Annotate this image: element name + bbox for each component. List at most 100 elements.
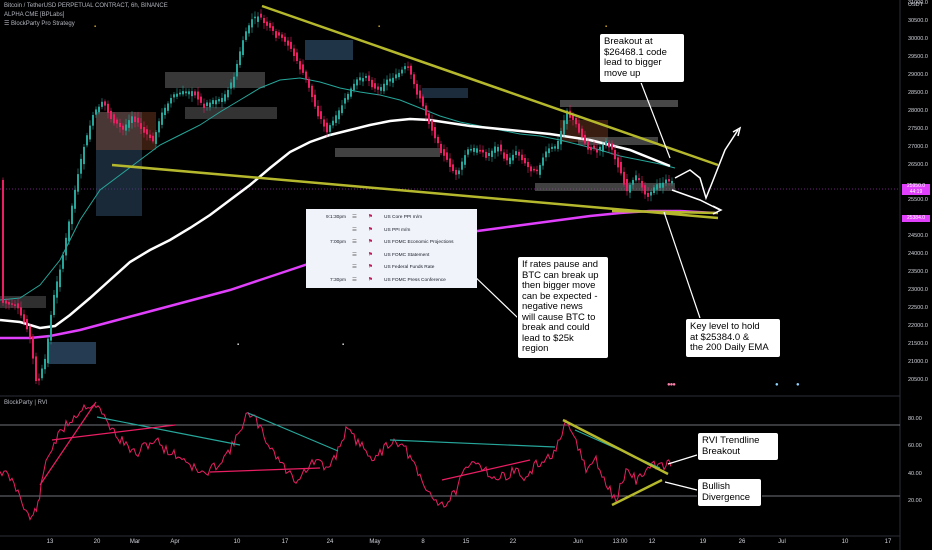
time-axis-label: Jul	[778, 539, 786, 545]
price-axis-label: 23500.0	[908, 269, 928, 275]
candle-body	[662, 182, 664, 188]
candle-body	[623, 171, 625, 185]
candle-body	[467, 149, 469, 155]
candle-body	[620, 161, 622, 174]
candle-body	[71, 205, 73, 225]
candle-body	[671, 180, 673, 184]
candle-body	[521, 154, 523, 161]
candle-body	[254, 16, 256, 19]
time-axis-label: Jun	[573, 539, 583, 545]
candle-body	[485, 151, 487, 158]
country-flag-icon: ⚑	[368, 264, 373, 270]
candle-body	[248, 25, 250, 34]
event-row[interactable]: 7:00pm ☰ ⚑ US FOMC Economic Projections	[306, 237, 477, 249]
price-axis-label: 27000.0	[908, 144, 928, 150]
candle-body	[464, 155, 466, 165]
candle-body	[224, 94, 226, 102]
candle-body	[239, 51, 241, 66]
economic-event-icon[interactable]: ●	[775, 382, 779, 388]
candle-body	[107, 103, 109, 113]
candle-body	[236, 63, 238, 77]
economic-event-icon[interactable]: ●	[796, 382, 800, 388]
event-row[interactable]: 9:1:30pm ☰ ⚑ US Core PPI m/m	[306, 212, 477, 224]
candle-body	[95, 109, 97, 115]
event-badge-icon[interactable]: ▪	[94, 24, 97, 30]
candle-body	[47, 338, 49, 364]
candle-body	[284, 36, 286, 42]
candle-body	[317, 105, 319, 117]
current-price-tag: 25950.0 44:19	[902, 183, 930, 195]
price-axis-label: 20500.0	[908, 377, 928, 383]
candle-body	[272, 26, 274, 31]
candle-body	[104, 101, 106, 106]
candle-body	[185, 91, 187, 94]
candle-body	[413, 74, 415, 85]
rates-pointer	[469, 271, 519, 319]
event-badge-icon[interactable]: ▪	[605, 24, 608, 30]
candle-body	[20, 307, 22, 316]
event-time: 7:00pm	[330, 240, 346, 245]
candle-body	[653, 187, 655, 194]
candle-body	[401, 69, 403, 74]
candle-body	[89, 125, 91, 140]
candle-body	[158, 121, 160, 133]
candle-body	[233, 76, 235, 88]
price-axis-label: 30500.0	[908, 18, 928, 24]
candle-body	[137, 117, 139, 123]
time-axis-label: 17	[884, 539, 892, 545]
candle-body	[266, 21, 268, 26]
bullish-divergence-callout: Bullish Divergence	[697, 478, 762, 507]
candle-body	[452, 164, 454, 172]
candle-body	[323, 119, 325, 127]
indicator-alpha-cme[interactable]: ALPHA CME [BPLabs]	[4, 12, 65, 18]
candle-body	[509, 157, 511, 165]
event-badge-icon[interactable]: ▪	[378, 24, 381, 30]
candle-body	[533, 168, 535, 171]
candle-body	[407, 66, 409, 68]
candle-body	[209, 102, 211, 108]
country-flag-icon: ⚑	[368, 276, 373, 283]
calendar-event-icon[interactable]: ▪	[237, 342, 240, 348]
candle-body	[650, 191, 652, 196]
candle-body	[536, 169, 538, 172]
time-axis-label: 10	[233, 539, 241, 545]
event-row[interactable]: ☰ ⚑ US FOMC Statement	[306, 250, 477, 262]
candle-body	[659, 183, 661, 188]
event-row[interactable]: 7:30pm ☰ ⚑ US FOMC Press Conference	[306, 275, 477, 287]
candle-body	[362, 78, 364, 82]
candle-body	[131, 116, 133, 124]
candle-body	[422, 96, 424, 107]
economic-events-icon[interactable]: ●●●	[667, 382, 676, 388]
candle-body	[506, 154, 508, 161]
indicator-blockparty[interactable]: ☰ BlockParty Pro Strategy	[4, 21, 75, 27]
price-axis-label: 25500.0	[908, 197, 928, 203]
rvi-axis-20: 20.00	[908, 498, 922, 504]
price-axis-label: 27500.0	[908, 126, 928, 132]
event-row[interactable]: ☰ ⚑ US PPI m/m	[306, 225, 477, 237]
calendar-event-icon[interactable]: ▪	[342, 342, 345, 348]
candle-body	[458, 170, 460, 175]
candle-body	[494, 146, 496, 153]
teal-moving-average	[0, 77, 676, 301]
candle-body	[416, 83, 418, 95]
candle-body	[524, 157, 526, 164]
candle-body	[425, 105, 427, 116]
candle-body	[251, 19, 253, 28]
candle-body	[29, 326, 31, 339]
candle-body	[302, 64, 304, 73]
candle-body	[641, 180, 643, 188]
price-trendlines	[111, 4, 719, 220]
price-axis-label: 28000.0	[908, 108, 928, 114]
candle-body	[194, 91, 196, 96]
candle-body	[368, 75, 370, 82]
rvi-indicator-title[interactable]: BlockParty | RVI	[4, 400, 48, 406]
candle-body	[74, 189, 76, 209]
price-axis-label: 21000.0	[908, 359, 928, 365]
candle-body	[176, 93, 178, 97]
current-price-value: 25950.0	[906, 183, 926, 189]
candle-body	[398, 72, 400, 78]
event-row[interactable]: ☰ ⚑ US Federal Funds Rate	[306, 262, 477, 274]
candle-body	[635, 175, 637, 181]
